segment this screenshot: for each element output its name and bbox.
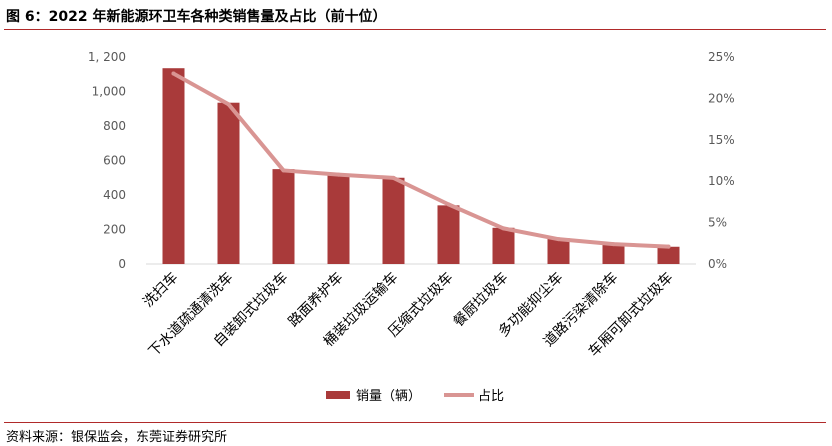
- share-point-1: [171, 71, 176, 76]
- share-point-4: [336, 172, 341, 177]
- bar-5: [382, 177, 405, 264]
- right-tick-label: 0%: [708, 257, 727, 271]
- bar-3: [272, 169, 295, 264]
- right-tick-label: 10%: [708, 174, 735, 188]
- bar-2: [217, 102, 240, 265]
- left-tick-label: 800: [103, 119, 126, 133]
- right-tick-label: 20%: [708, 91, 735, 105]
- left-tick-label: 600: [103, 154, 126, 168]
- share-point-7: [501, 226, 506, 231]
- source-note: 资料来源：银保监会，东莞证券研究所: [6, 430, 228, 445]
- left-tick-label: 0: [118, 257, 126, 271]
- bar-1: [162, 68, 185, 265]
- legend-line-label: 占比: [478, 389, 504, 404]
- bar-7: [492, 227, 515, 264]
- figure-title: 图 6：2022 年新能源环卫车各种类销售量及占比（前十位）: [6, 9, 387, 25]
- bar-10: [657, 246, 680, 264]
- right-axis-ticks: 0% 5% 10% 15% 20% 25%: [708, 50, 735, 271]
- left-tick-label: 1, 200: [88, 50, 126, 64]
- left-tick-label: 400: [103, 188, 126, 202]
- bar-6: [437, 205, 460, 264]
- bar-4: [327, 174, 350, 264]
- line-series: [171, 71, 671, 249]
- share-point-10: [666, 244, 671, 249]
- share-point-5: [391, 175, 396, 180]
- combo-chart: 0 200 400 600 800 1,000 1, 200 0% 5% 10% 15% 20% 25…: [88, 50, 735, 404]
- category-label: 洗扫车: [140, 269, 182, 311]
- share-point-8: [556, 237, 561, 242]
- legend-bar-swatch: [326, 391, 350, 399]
- share-point-6: [446, 202, 451, 207]
- share-point-2: [226, 102, 231, 107]
- top-divider: [4, 29, 826, 30]
- share-line: [171, 71, 671, 249]
- bar-9: [602, 244, 625, 264]
- legend: 销量（辆） 占比: [326, 389, 504, 404]
- right-tick-label: 25%: [708, 50, 735, 64]
- left-tick-label: 1,000: [92, 85, 126, 99]
- right-tick-label: 15%: [708, 133, 735, 147]
- left-axis-ticks: 0 200 400 600 800 1,000 1, 200: [88, 50, 126, 271]
- share-point-9: [611, 242, 616, 247]
- bar-8: [547, 238, 570, 264]
- share-point-3: [281, 168, 286, 173]
- legend-bar-label: 销量（辆）: [356, 389, 421, 404]
- right-tick-label: 5%: [708, 216, 727, 230]
- bar-series: [162, 68, 680, 265]
- left-tick-label: 200: [103, 223, 126, 237]
- bottom-divider: [4, 422, 826, 423]
- category-labels: 洗扫车下水道疏通清洗车自装卸式垃圾车路面养护车桶装垃圾运输车压缩式垃圾车餐厨垃圾…: [140, 269, 677, 360]
